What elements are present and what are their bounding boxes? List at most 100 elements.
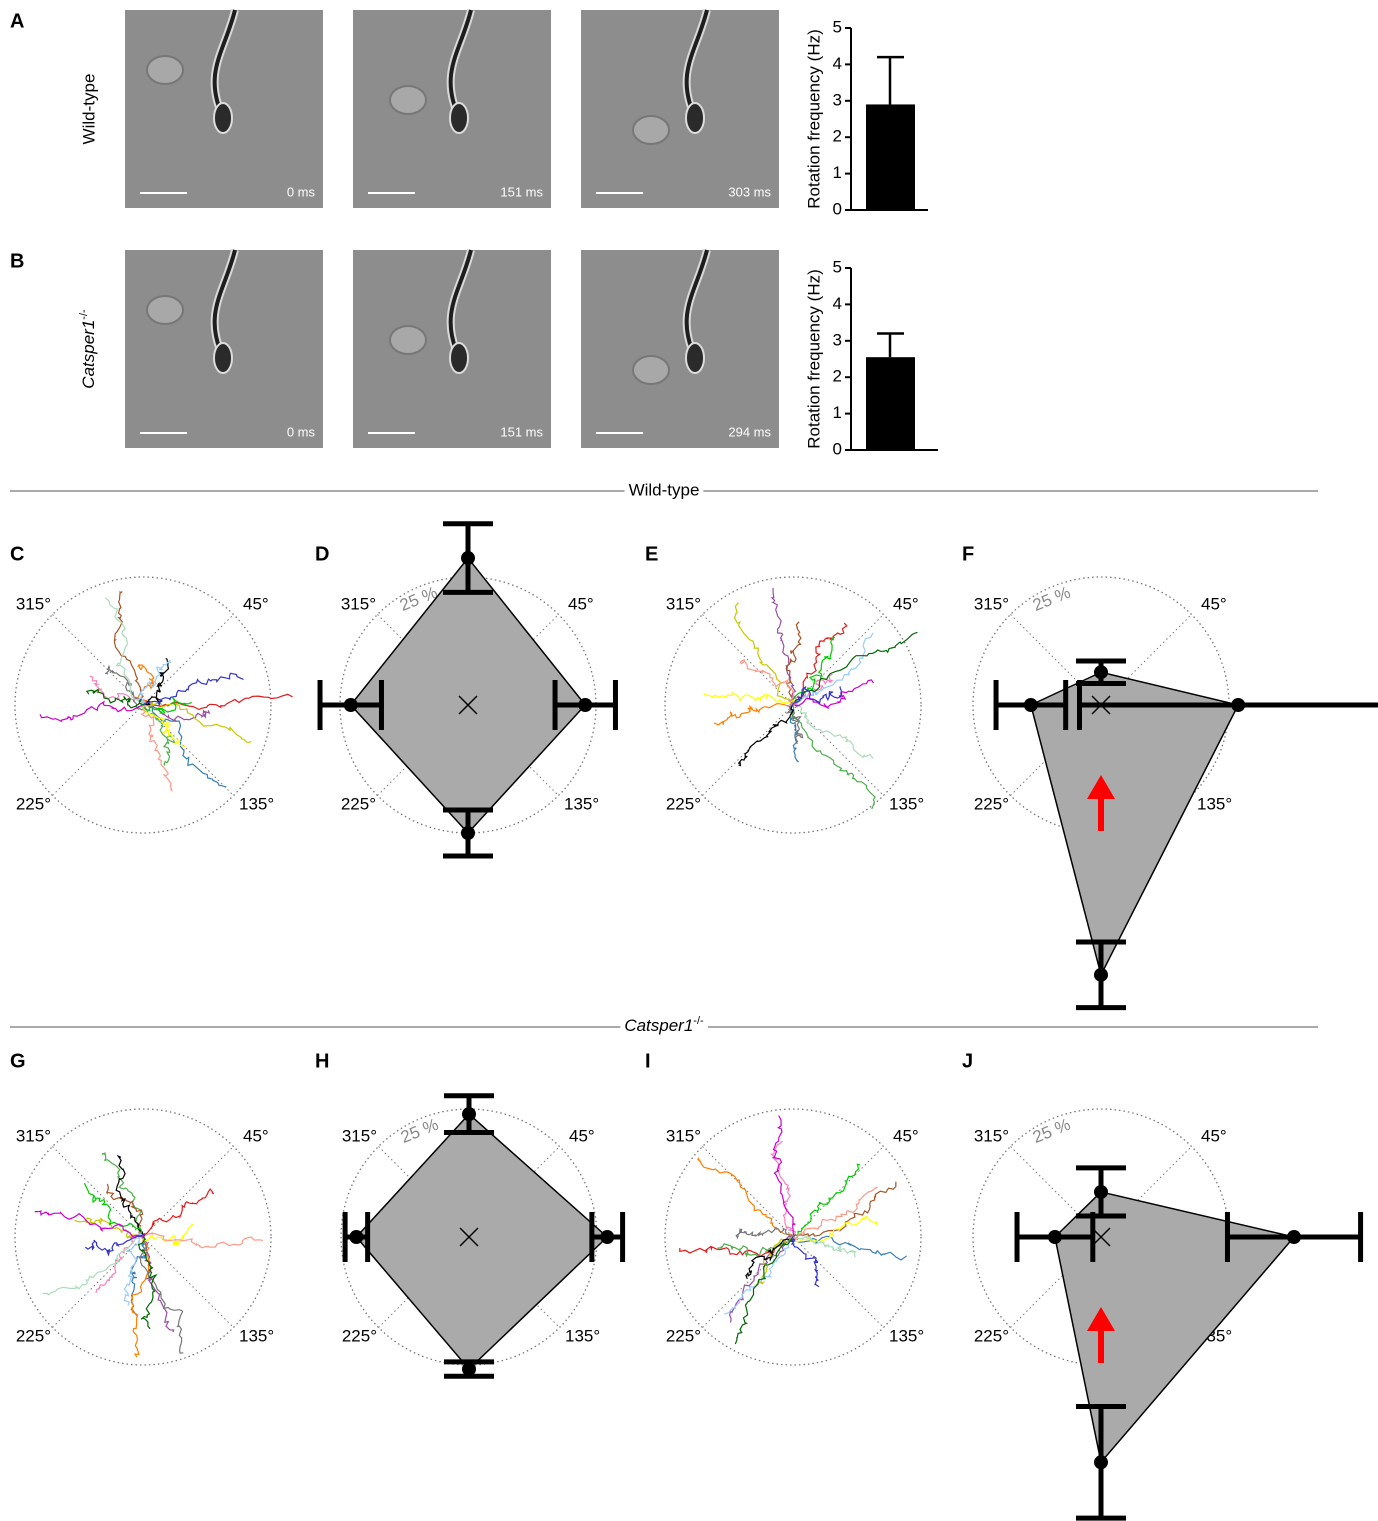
y-tick-label: 2 bbox=[833, 367, 842, 386]
radar-area bbox=[349, 556, 587, 835]
y-tick-label: 1 bbox=[833, 163, 842, 182]
panel-letter: F bbox=[962, 543, 974, 565]
sperm-flagellum bbox=[448, 9, 473, 111]
cell-shadow bbox=[146, 55, 184, 85]
bar bbox=[866, 357, 915, 450]
panel-letter: B bbox=[10, 250, 24, 272]
y-tick-label: 0 bbox=[833, 199, 842, 218]
radar-area bbox=[1029, 671, 1240, 977]
trajectory bbox=[792, 632, 874, 706]
direction-arrow-head bbox=[1087, 775, 1115, 799]
trajectory bbox=[733, 602, 794, 706]
y-axis-label: Rotation frequency (Hz) bbox=[804, 29, 823, 209]
y-tick-label: 2 bbox=[833, 127, 842, 146]
trajectory bbox=[735, 1227, 794, 1240]
angle-label: 45° bbox=[568, 594, 594, 613]
polar-ring bbox=[664, 576, 922, 834]
radar-point bbox=[462, 1362, 476, 1377]
angle-label: 45° bbox=[243, 594, 269, 613]
trajectory bbox=[39, 700, 144, 723]
trajectory bbox=[34, 1210, 144, 1238]
trajectory bbox=[85, 688, 144, 709]
trajectory bbox=[139, 1236, 184, 1354]
sperm-head bbox=[449, 102, 469, 134]
gene-name: Catsper1 bbox=[624, 1016, 693, 1035]
trajectory bbox=[739, 659, 797, 706]
trajectory bbox=[142, 672, 244, 707]
angle-label: 135° bbox=[564, 794, 599, 813]
polar-ring bbox=[14, 1108, 272, 1366]
separator-label-bg bbox=[620, 1014, 709, 1036]
panel-letter: A bbox=[10, 10, 24, 32]
angle-label: 135° bbox=[239, 794, 274, 813]
trajectory bbox=[792, 679, 875, 710]
trajectory bbox=[137, 1236, 158, 1330]
trajectory bbox=[142, 697, 192, 714]
angle-label: 315° bbox=[974, 1126, 1009, 1145]
trajectory bbox=[790, 704, 876, 810]
radar-point bbox=[462, 1107, 476, 1122]
trajectory bbox=[790, 1236, 820, 1288]
trajectory bbox=[792, 1186, 879, 1240]
trajectory bbox=[115, 1154, 144, 1238]
sperm-head bbox=[213, 342, 233, 374]
angle-label: 225° bbox=[341, 794, 376, 813]
section-title: Catsper1-/- bbox=[624, 1015, 704, 1036]
trajectory bbox=[138, 659, 172, 706]
y-tick-label: 4 bbox=[833, 294, 842, 313]
radar-point bbox=[343, 698, 358, 712]
cell-shadow bbox=[632, 355, 670, 385]
time-label: 303 ms bbox=[728, 184, 771, 199]
trajectory bbox=[717, 1236, 794, 1258]
sperm-flagellum bbox=[684, 9, 709, 111]
angle-label: 135° bbox=[889, 1326, 924, 1345]
panel-letter: J bbox=[962, 1050, 973, 1072]
trajectory bbox=[713, 703, 794, 726]
sperm-flagellum bbox=[212, 9, 237, 111]
angle-label: 315° bbox=[16, 594, 51, 613]
sperm-head bbox=[449, 342, 469, 374]
trajectory bbox=[123, 1233, 145, 1306]
angle-label: 225° bbox=[342, 1326, 377, 1345]
row-label: Wild-type bbox=[79, 74, 98, 145]
trajectory bbox=[142, 1223, 195, 1247]
center-cross bbox=[458, 695, 478, 715]
trajectory bbox=[792, 1181, 897, 1241]
section-title: Wild-type bbox=[629, 480, 700, 499]
sperm-flagellum bbox=[448, 249, 473, 351]
center-cross bbox=[459, 1227, 479, 1247]
trajectory bbox=[113, 590, 144, 706]
radar-point bbox=[1094, 1184, 1108, 1199]
angle-label: 315° bbox=[342, 1126, 377, 1145]
trajectory bbox=[790, 686, 843, 708]
cell-shadow bbox=[632, 115, 670, 145]
radar-point bbox=[1094, 1455, 1108, 1470]
time-label: 0 ms bbox=[287, 184, 316, 199]
trajectory bbox=[769, 1140, 797, 1238]
angle-label: 225° bbox=[16, 794, 51, 813]
radar-point bbox=[600, 1230, 615, 1244]
radar-point bbox=[461, 826, 475, 840]
angle-label: 315° bbox=[666, 1126, 701, 1145]
trajectory bbox=[142, 693, 293, 711]
angle-label: 45° bbox=[1201, 1126, 1227, 1145]
trajectory bbox=[142, 701, 252, 743]
angle-label: 315° bbox=[16, 1126, 51, 1145]
time-label: 0 ms bbox=[287, 424, 316, 439]
angle-label: 135° bbox=[565, 1326, 600, 1345]
angle-label: 135° bbox=[239, 1326, 274, 1345]
angle-label: 225° bbox=[666, 794, 701, 813]
trajectory bbox=[74, 1217, 144, 1239]
trajectory bbox=[142, 657, 170, 706]
trajectory bbox=[770, 587, 798, 706]
direction-arrow-head bbox=[1087, 1307, 1115, 1331]
trajectory bbox=[771, 1115, 796, 1238]
ring-label: 25 % bbox=[398, 1115, 441, 1147]
radar-point bbox=[1047, 1230, 1062, 1244]
trajectory bbox=[142, 704, 176, 766]
y-tick-label: 3 bbox=[833, 330, 842, 349]
angle-label: 315° bbox=[974, 594, 1009, 613]
y-tick-label: 0 bbox=[833, 439, 842, 458]
row-label: Catsper1-/- bbox=[78, 309, 99, 389]
cell-shadow bbox=[389, 325, 427, 355]
